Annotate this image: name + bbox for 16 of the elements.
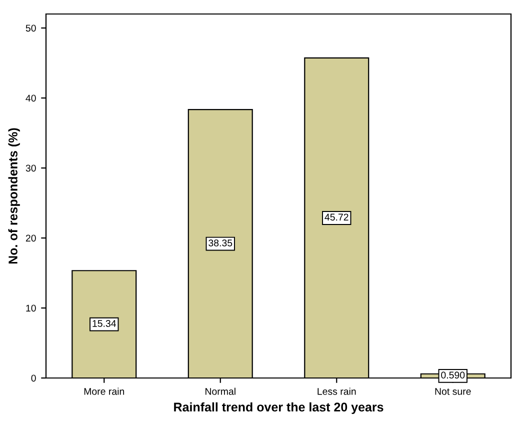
x-axis-title: Rainfall trend over the last 20 years [174,402,384,414]
y-tick-label: 0 [31,374,36,382]
x-tick-label: Normal [206,388,236,395]
y-tick-label: 10 [26,304,36,312]
y-tick-label: 40 [26,94,36,102]
data-label: 15.34 [92,320,116,327]
x-tick-label: More rain [84,388,124,395]
data-label: 0.590 [441,372,465,379]
y-tick-label: 20 [26,234,36,242]
data-label: 38.35 [208,240,232,246]
y-tick-label: 50 [26,24,36,32]
y-tick-label: 30 [26,164,36,172]
x-tick-label: Not sure [435,388,471,395]
data-label: 45.72 [324,214,348,221]
x-tick-label: Less rain [318,388,356,395]
y-axis-title: No. of respondents (%) [8,128,20,264]
